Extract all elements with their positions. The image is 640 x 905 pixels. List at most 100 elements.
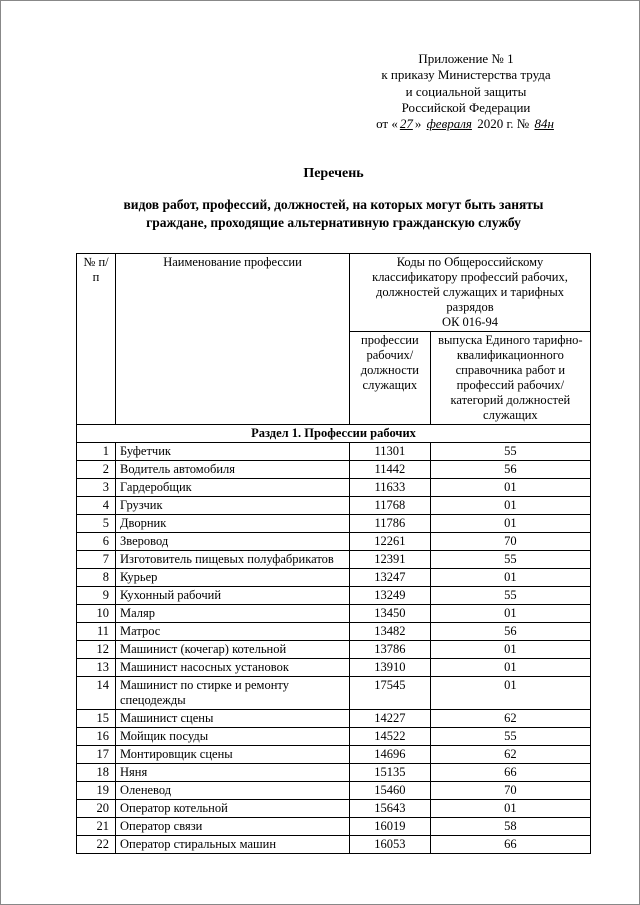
cell-code1: 13786	[350, 640, 431, 658]
title-sub: видов работ, профессий, должностей, на к…	[76, 196, 591, 232]
cell-code1: 15460	[350, 781, 431, 799]
date-mid: »	[415, 116, 425, 131]
table-row: 5Дворник1178601	[77, 514, 591, 532]
header-codes-ok: ОК 016-94	[442, 315, 498, 329]
cell-num: 14	[77, 676, 116, 709]
table-row: 4Грузчик1176801	[77, 496, 591, 514]
appendix-line2: к приказу Министерства труда	[341, 67, 591, 83]
title-sub-line2: граждане, проходящие альтернативную граж…	[146, 215, 521, 230]
cell-name: Машинист сцены	[116, 709, 350, 727]
cell-num: 4	[77, 496, 116, 514]
cell-code1: 13249	[350, 586, 431, 604]
cell-name: Мойщик посуды	[116, 727, 350, 745]
date-day-handwritten: 27	[398, 116, 415, 131]
cell-code1: 14227	[350, 709, 431, 727]
cell-code2: 56	[430, 622, 590, 640]
cell-name: Оленевод	[116, 781, 350, 799]
cell-code2: 70	[430, 532, 590, 550]
cell-num: 19	[77, 781, 116, 799]
cell-code1: 13247	[350, 568, 431, 586]
cell-code1: 11768	[350, 496, 431, 514]
cell-num: 17	[77, 745, 116, 763]
cell-num: 11	[77, 622, 116, 640]
table-row: 10Маляр1345001	[77, 604, 591, 622]
cell-name: Кухонный рабочий	[116, 586, 350, 604]
cell-num: 22	[77, 835, 116, 853]
cell-name: Курьер	[116, 568, 350, 586]
title-main: Перечень	[76, 166, 591, 182]
cell-name: Машинист (кочегар) котельной	[116, 640, 350, 658]
cell-num: 18	[77, 763, 116, 781]
cell-code2: 56	[430, 460, 590, 478]
cell-code2: 55	[430, 586, 590, 604]
cell-code2: 01	[430, 496, 590, 514]
cell-code1: 11301	[350, 442, 431, 460]
cell-code2: 66	[430, 763, 590, 781]
title-sub-line1: видов работ, профессий, должностей, на к…	[124, 197, 544, 212]
header-codes-text: Коды по Общероссийскому классификатору п…	[372, 255, 568, 314]
cell-name: Гардеробщик	[116, 478, 350, 496]
table-row: 12Машинист (кочегар) котельной1378601	[77, 640, 591, 658]
cell-name: Буфетчик	[116, 442, 350, 460]
cell-code2: 55	[430, 550, 590, 568]
cell-code1: 16053	[350, 835, 431, 853]
cell-num: 3	[77, 478, 116, 496]
cell-num: 12	[77, 640, 116, 658]
cell-name: Машинист по стирке и ремонту спецодежды	[116, 676, 350, 709]
cell-name: Грузчик	[116, 496, 350, 514]
cell-num: 1	[77, 442, 116, 460]
cell-code1: 11786	[350, 514, 431, 532]
cell-num: 10	[77, 604, 116, 622]
cell-code1: 13482	[350, 622, 431, 640]
cell-code1: 17545	[350, 676, 431, 709]
cell-code1: 13450	[350, 604, 431, 622]
cell-code2: 66	[430, 835, 590, 853]
cell-name: Монтировщик сцены	[116, 745, 350, 763]
header-codes-top: Коды по Общероссийскому классификатору п…	[350, 253, 591, 331]
appendix-block: Приложение № 1 к приказу Министерства тр…	[341, 51, 591, 132]
cell-num: 6	[77, 532, 116, 550]
cell-name: Няня	[116, 763, 350, 781]
table-row: 22Оператор стиральных машин1605366	[77, 835, 591, 853]
cell-num: 20	[77, 799, 116, 817]
cell-code2: 70	[430, 781, 590, 799]
cell-name: Оператор стиральных машин	[116, 835, 350, 853]
cell-code1: 11633	[350, 478, 431, 496]
cell-code1: 15135	[350, 763, 431, 781]
title-block: Перечень видов работ, профессий, должнос…	[76, 166, 591, 232]
table-header: № п/п Наименование профессии Коды по Общ…	[77, 253, 591, 424]
cell-name: Изготовитель пищевых полуфабрикатов	[116, 550, 350, 568]
table-row: 8Курьер1324701	[77, 568, 591, 586]
cell-num: 21	[77, 817, 116, 835]
cell-code2: 62	[430, 709, 590, 727]
table-row: 13Машинист насосных установок1391001	[77, 658, 591, 676]
cell-code1: 16019	[350, 817, 431, 835]
cell-name: Дворник	[116, 514, 350, 532]
table-row: 6Зверовод1226170	[77, 532, 591, 550]
cell-name: Водитель автомобиля	[116, 460, 350, 478]
cell-num: 9	[77, 586, 116, 604]
cell-num: 5	[77, 514, 116, 532]
cell-code1: 12391	[350, 550, 431, 568]
table-row: 16Мойщик посуды1452255	[77, 727, 591, 745]
cell-code1: 12261	[350, 532, 431, 550]
table-row: 11Матрос1348256	[77, 622, 591, 640]
cell-name: Зверовод	[116, 532, 350, 550]
cell-code1: 14522	[350, 727, 431, 745]
cell-code2: 01	[430, 658, 590, 676]
table-row: 17Монтировщик сцены1469662	[77, 745, 591, 763]
table-row: 1Буфетчик1130155	[77, 442, 591, 460]
cell-num: 2	[77, 460, 116, 478]
cell-num: 8	[77, 568, 116, 586]
table-row: 20Оператор котельной1564301	[77, 799, 591, 817]
table-row: 15Машинист сцены1422762	[77, 709, 591, 727]
header-col1: профессии рабочих/должности служащих	[350, 331, 431, 424]
table-row: 9Кухонный рабочий1324955	[77, 586, 591, 604]
cell-name: Машинист насосных установок	[116, 658, 350, 676]
header-name: Наименование профессии	[116, 253, 350, 424]
table-row: 19Оленевод1546070	[77, 781, 591, 799]
cell-code2: 01	[430, 478, 590, 496]
cell-code2: 01	[430, 640, 590, 658]
table-row: 7Изготовитель пищевых полуфабрикатов1239…	[77, 550, 591, 568]
cell-code1: 13910	[350, 658, 431, 676]
